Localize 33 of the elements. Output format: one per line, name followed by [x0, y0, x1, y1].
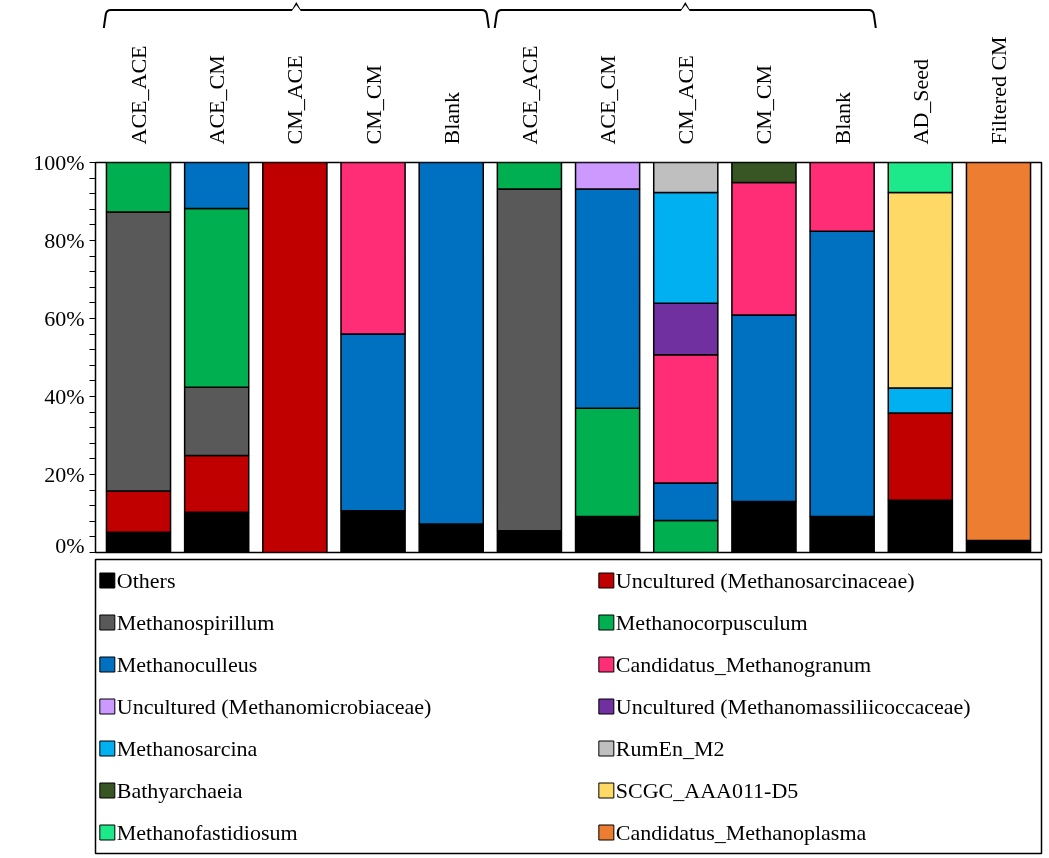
x-tick-label: Blank — [829, 91, 855, 145]
x-tick-label: ACE_CM — [595, 55, 621, 145]
legend-label: SCGC_AAA011-D5 — [615, 778, 799, 803]
y-tick-label: 20% — [44, 462, 85, 487]
y-tick-label: 100% — [33, 150, 85, 175]
legend-label: Methanosarcina — [116, 736, 258, 761]
y-tick-label: 40% — [44, 384, 85, 409]
y-tick-label: 80% — [44, 228, 85, 253]
legend-label: Uncultured (Methanomassiliicoccaceae) — [615, 694, 971, 719]
legend-label: RumEn_M2 — [615, 736, 725, 761]
x-tick-label: CM_CM — [360, 65, 386, 145]
legend-label: Candidatus_Methanogranum — [615, 652, 872, 677]
x-tick-label: AD_Seed — [907, 58, 933, 145]
legend-label: Methanofastidiosum — [116, 820, 298, 845]
y-tick-label: 0% — [55, 532, 85, 558]
legend-label: Methanospirillum — [116, 610, 275, 635]
legend-label: Candidatus_Methanoplasma — [615, 820, 867, 845]
x-tick-label: ACE_ACE — [516, 45, 542, 145]
x-tick-label: Blank — [438, 91, 464, 145]
x-tick-label: ACE_CM — [204, 55, 230, 145]
x-tick-label: Filtered CM — [986, 36, 1011, 145]
x-tick-label: CM_ACE — [673, 55, 699, 145]
legend-label: Methanoculleus — [116, 652, 258, 677]
y-tick-label: 60% — [44, 306, 85, 331]
x-tick-label: ACE_ACE — [126, 45, 151, 145]
bar — [262, 162, 328, 553]
legend-label: Uncultured (Methanosarcinaceae) — [615, 568, 915, 593]
legend-label: Others — [116, 568, 176, 593]
legend-label: Methanocorpusculum — [615, 610, 808, 635]
x-tick-label: CM_CM — [751, 65, 777, 145]
x-tick-label: CM_ACE — [282, 55, 308, 145]
legend-label: Uncultured (Methanomicrobiaceae) — [116, 694, 432, 719]
legend-label: Bathyarchaeia — [116, 778, 243, 803]
